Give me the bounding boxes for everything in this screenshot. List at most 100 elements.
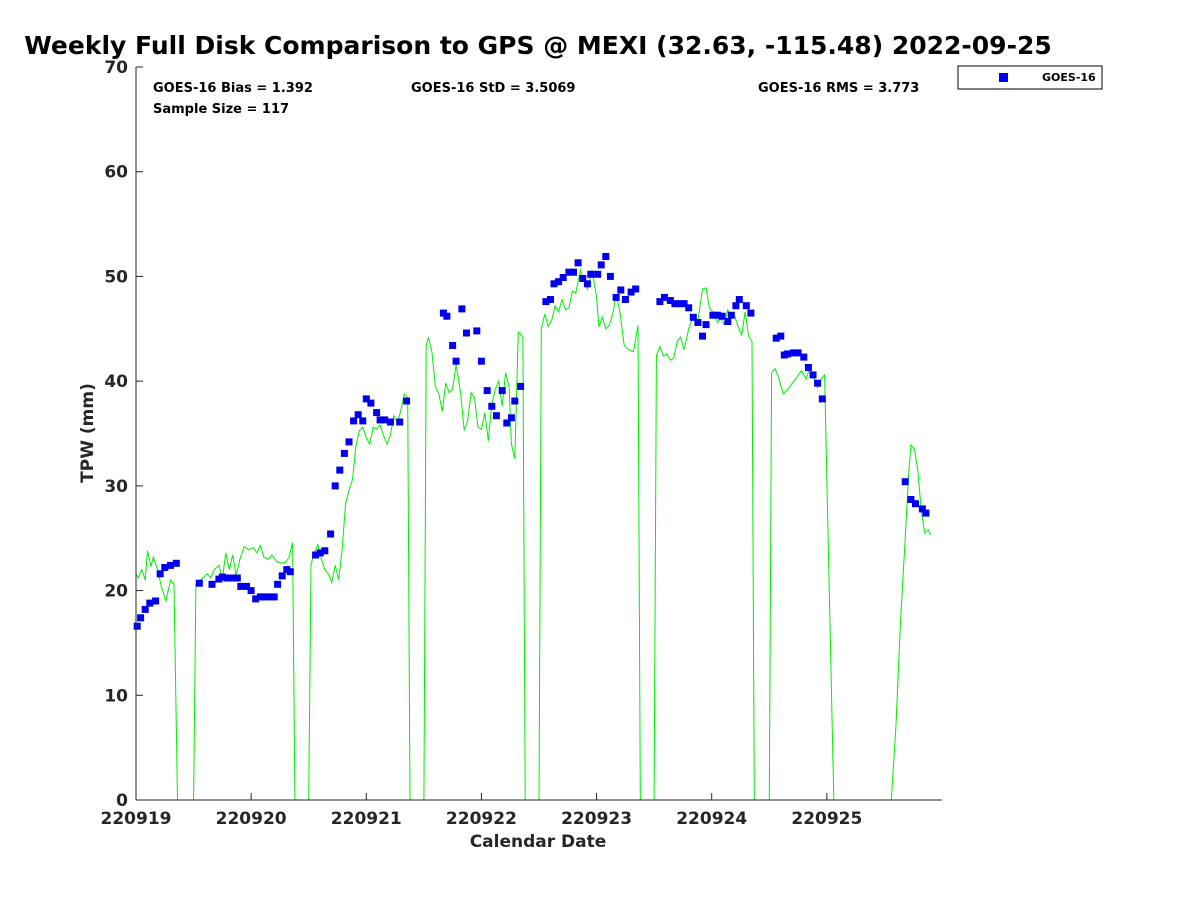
goes16-point xyxy=(597,261,605,269)
goes16-point xyxy=(507,414,515,422)
legend-marker xyxy=(999,73,1008,82)
goes16-point xyxy=(617,286,625,294)
goes16-point xyxy=(331,482,339,490)
goes16-point xyxy=(699,332,706,340)
goes16-point xyxy=(167,561,174,569)
y-axis-label: TPW (mm) xyxy=(78,383,98,483)
goes16-point xyxy=(498,387,506,395)
goes16-point xyxy=(152,597,160,605)
goes16-point xyxy=(702,321,710,329)
stat-std: GOES-16 StD = 3.5069 xyxy=(411,81,575,96)
x-tick-label: 220922 xyxy=(446,809,517,829)
goes16-point xyxy=(747,309,755,317)
x-tick-label: 220924 xyxy=(676,809,747,829)
goes16-point xyxy=(676,300,683,308)
goes16-point xyxy=(606,272,614,280)
goes16-point xyxy=(689,313,697,321)
goes16-point xyxy=(901,478,909,486)
y-tick-label: 30 xyxy=(104,477,128,497)
goes16-point xyxy=(195,579,203,587)
goes16-point xyxy=(208,580,216,588)
goes16-point xyxy=(579,275,587,282)
goes16-point xyxy=(345,438,353,446)
goes16-point xyxy=(718,312,726,320)
x-tick-label: 220923 xyxy=(561,809,632,829)
x-tick-label: 220920 xyxy=(216,809,287,829)
goes16-point xyxy=(237,582,245,590)
goes16-point xyxy=(800,353,808,361)
goes16-point xyxy=(266,593,274,601)
y-tick-label: 70 xyxy=(104,58,128,78)
goes16-point xyxy=(270,593,278,601)
x-axis-label: Calendar Date xyxy=(470,832,607,852)
goes16-point xyxy=(818,395,826,403)
y-tick-label: 50 xyxy=(104,267,128,287)
goes16-point xyxy=(784,350,792,358)
goes16-point xyxy=(583,280,591,288)
goes16-point xyxy=(555,278,563,286)
goes16-point xyxy=(376,416,384,424)
goes16-point xyxy=(256,593,264,601)
goes16-point xyxy=(172,559,180,567)
goes16-point xyxy=(286,568,294,576)
goes16-point xyxy=(656,298,664,306)
goes16-point xyxy=(362,395,370,403)
goes16-point xyxy=(680,300,688,308)
goes16-point xyxy=(632,285,640,293)
goes16-point xyxy=(612,293,620,301)
goes16-point xyxy=(443,312,451,320)
goes16-point xyxy=(483,387,491,395)
goes16-point xyxy=(354,411,362,419)
goes16-point xyxy=(350,417,358,425)
goes16-point xyxy=(146,599,154,607)
goes16-point xyxy=(570,268,577,276)
goes16-point xyxy=(396,418,404,426)
goes16-point xyxy=(794,349,802,357)
goes16-point xyxy=(907,496,915,503)
goes16-point xyxy=(327,530,335,538)
plot-area xyxy=(136,67,942,800)
goes16-point xyxy=(918,505,926,513)
goes16-point xyxy=(387,418,394,426)
goes16-point xyxy=(790,349,797,357)
goes16-point xyxy=(233,574,241,582)
goes16-point xyxy=(602,253,610,260)
goes16-point xyxy=(247,587,255,595)
goes16-point xyxy=(458,305,466,313)
legend-label: GOES-16 xyxy=(1042,71,1096,84)
chart-title: Weekly Full Disk Comparison to GPS @ MEX… xyxy=(24,31,1052,60)
goes16-point xyxy=(804,364,812,371)
goes16-point xyxy=(449,342,457,349)
goes16-point xyxy=(666,297,674,304)
goes16-point xyxy=(278,572,286,580)
goes16-point xyxy=(559,274,567,281)
axes-layer xyxy=(135,66,942,801)
goes16-point xyxy=(403,397,411,405)
goes16-point xyxy=(547,296,554,303)
goes16-point xyxy=(359,417,367,425)
goes16-point xyxy=(724,318,732,325)
gps-series-layer xyxy=(135,268,931,801)
goes16-point xyxy=(661,293,668,301)
goes16-point xyxy=(463,329,470,337)
goes-series-layer xyxy=(133,253,930,630)
legend: GOES-16 xyxy=(957,65,1103,90)
goes16-point xyxy=(587,270,595,278)
goes16-point xyxy=(517,382,525,390)
goes16-point xyxy=(772,334,780,342)
goes16-point xyxy=(141,605,149,613)
goes16-point xyxy=(223,574,231,582)
goes16-point xyxy=(373,409,381,417)
goes16-point xyxy=(261,593,269,601)
goes16-point xyxy=(574,259,582,267)
y-tick-label: 10 xyxy=(104,686,128,706)
goes16-point xyxy=(381,416,389,424)
x-tick-label: 220921 xyxy=(331,809,402,829)
goes16-point xyxy=(218,573,226,581)
goes16-point xyxy=(912,500,919,508)
x-tick-label: 220919 xyxy=(101,809,172,829)
goes16-point xyxy=(542,298,550,306)
goes16-point xyxy=(156,570,164,578)
goes16-point xyxy=(492,412,500,420)
